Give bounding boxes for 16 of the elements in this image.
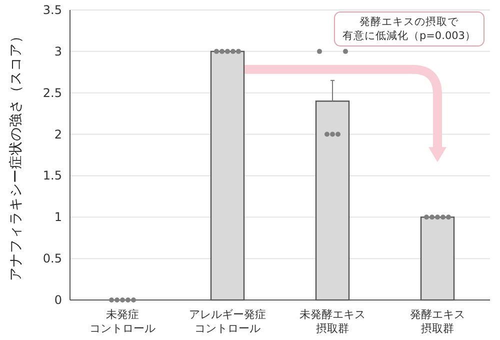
- x-tick-label: 未発症コントロール: [90, 308, 156, 335]
- y-tick-label: 2.5: [42, 86, 62, 100]
- y-tick-label: 2: [54, 127, 62, 142]
- x-tick-label: 発酵エキス摂取群: [410, 308, 465, 335]
- y-axis-title: アナフィラキシー症状の強さ（スコア）: [8, 29, 24, 281]
- y-tick-label: 1: [54, 210, 62, 224]
- annotation: 発酵エキスの摂取で 有意に低減化（p=0.003）: [334, 12, 484, 46]
- x-tick-label: 未発酵エキス摂取群: [300, 308, 366, 335]
- y-tick-label: 3: [54, 44, 62, 58]
- y-tick-label: 3.5: [42, 3, 62, 17]
- y-tick-label: 0: [54, 293, 62, 307]
- y-tick-label: 1.5: [42, 168, 62, 183]
- x-tick-label: アレルギー発症コントロール: [189, 308, 266, 335]
- annotation: 有意に低減化（p=0.003）: [342, 29, 476, 42]
- y-tick-label: 0.5: [42, 252, 62, 266]
- annotation: 発酵エキスの摂取で: [360, 16, 460, 28]
